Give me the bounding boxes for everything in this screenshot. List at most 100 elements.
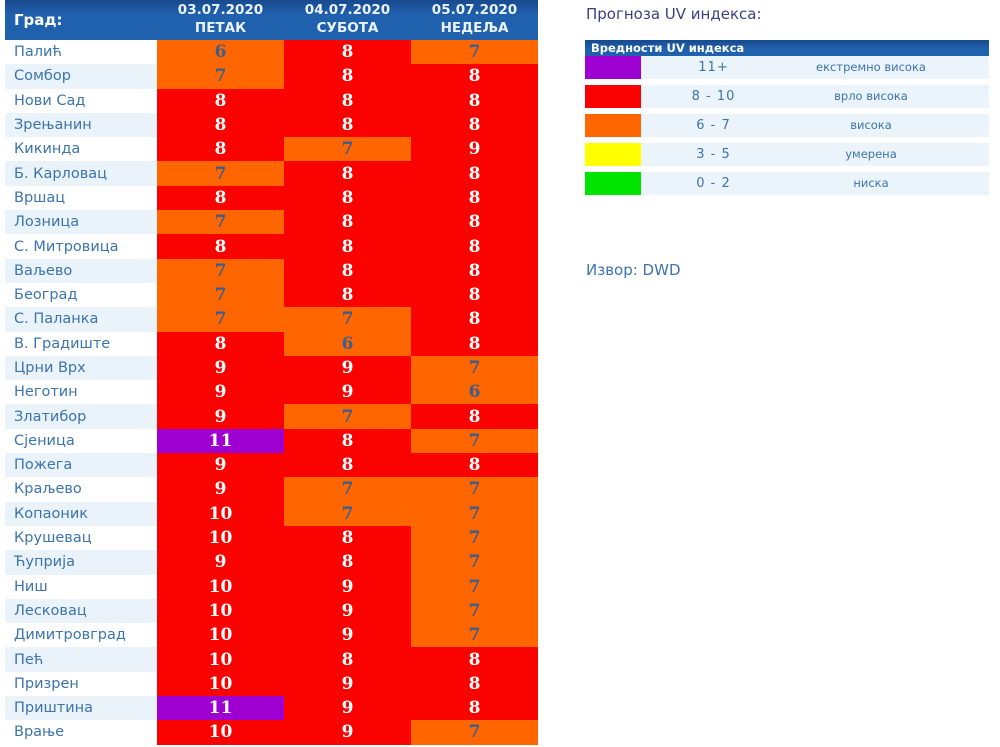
uv-value-cell: 9: [284, 696, 411, 721]
uv-value-cell: 8: [284, 282, 411, 308]
uv-value-cell: 8: [411, 671, 538, 697]
table-row: С. Митровица 8 8 8: [5, 234, 538, 259]
uv-value-cell: 8: [284, 185, 411, 211]
table-row: Ниш 10 9 7: [5, 574, 538, 599]
uv-value-cell: 7: [284, 404, 411, 429]
city-name: Ниш: [14, 578, 48, 595]
uv-value-cell: 7: [411, 501, 538, 526]
city-name: Пећ: [14, 651, 44, 668]
column-header: 03.07.2020 ПЕТАК: [177, 2, 264, 36]
page-title: Прогноза UV индекса:: [586, 5, 762, 23]
legend-color-swatch: [585, 85, 641, 108]
uv-value-cell: 6: [157, 40, 284, 65]
table-row: Лесковац 10 9 7: [5, 598, 538, 624]
city-name: Зрењанин: [14, 117, 92, 134]
uv-value-cell: 9: [157, 355, 284, 381]
city-name: Б. Карловац: [14, 165, 107, 182]
uv-value-cell: 10: [157, 671, 284, 697]
uv-value-cell: 11: [157, 428, 284, 454]
uv-value-cell: 7: [157, 307, 284, 332]
uv-value-cell: 11: [157, 696, 284, 721]
city-name: С. Паланка: [14, 311, 99, 328]
uv-value-cell: 8: [411, 258, 538, 283]
uv-value-cell: 6: [284, 331, 411, 356]
city-name: Црни Врх: [14, 360, 86, 376]
uv-value-cell: 7: [284, 307, 411, 332]
uv-value-cell: 7: [284, 477, 411, 502]
uv-value-cell: 8: [157, 185, 284, 211]
uv-value-cell: 8: [284, 161, 411, 186]
uv-value-cell: 9: [157, 453, 284, 478]
legend-color-swatch: [585, 56, 641, 79]
uv-value-cell: 8: [284, 234, 411, 259]
city-name: Златибор: [14, 408, 87, 425]
table-row: В. Градиште 8 6 8: [5, 331, 538, 356]
table-header: Град: 03.07.2020 ПЕТАК 04.07.2020 СУБОТА 05.…: [5, 0, 538, 40]
uv-value-cell: 7: [411, 355, 538, 381]
uv-value-cell: 9: [157, 404, 284, 429]
city-name: Лесковац: [14, 602, 87, 619]
uv-value-cell: 8: [284, 550, 411, 575]
table-row: Црни Врх 9 9 7: [5, 355, 538, 381]
table-row: Б. Карловац 7 8 8: [5, 161, 538, 186]
table-row: Краљево 9 7 7: [5, 477, 538, 502]
uv-value-cell: 8: [157, 112, 284, 138]
uv-value-cell: 7: [411, 598, 538, 624]
uv-value-cell: 7: [411, 428, 538, 454]
city-name: Врање: [14, 724, 64, 741]
uv-value-cell: 9: [284, 574, 411, 599]
uv-value-cell: 9: [411, 137, 538, 162]
uv-value-cell: 9: [284, 623, 411, 648]
table-row: Вршац 8 8 8: [5, 185, 538, 211]
city-name: Пожега: [14, 457, 73, 474]
table-row: Лозница 7 8 8: [5, 210, 538, 235]
table-row: Београд 7 8 8: [5, 282, 538, 308]
uv-value-cell: 9: [284, 380, 411, 405]
uv-value-cell: 8: [411, 307, 538, 332]
table-row: С. Паланка 7 7 8: [5, 307, 538, 332]
legend-label: ниска: [853, 176, 889, 190]
city-name: Ваљево: [14, 262, 73, 279]
city-name: Сомбор: [14, 68, 71, 85]
uv-value-cell: 8: [157, 137, 284, 162]
city-name: Кикинда: [14, 141, 81, 158]
uv-value-cell: 8: [411, 185, 538, 211]
uv-value-cell: 9: [284, 720, 411, 745]
uv-value-cell: 8: [411, 404, 538, 429]
legend-label: врло висока: [834, 89, 908, 103]
legend-range: 6 - 7: [696, 118, 731, 133]
legend-color-swatch: [585, 172, 641, 195]
uv-value-cell: 8: [284, 210, 411, 235]
city-name: С. Митровица: [14, 238, 119, 255]
table-row: Пећ 10 8 8: [5, 647, 538, 672]
table-row: Копаоник 10 7 7: [5, 501, 538, 526]
date-columns: 03.07.2020 ПЕТАК 04.07.2020 СУБОТА 05.07.202…: [157, 0, 538, 40]
uv-value-cell: 9: [284, 598, 411, 624]
city-name: Вршац: [14, 189, 66, 206]
table-body: Палић 6 8 7 Сомбор 7 8 8 Нови Сад 8 8 8 Зрењанин 8 8 8 К…: [5, 40, 538, 745]
uv-value-cell: 10: [157, 720, 284, 745]
table-row: Зрењанин 8 8 8: [5, 112, 538, 138]
uv-value-cell: 8: [157, 88, 284, 113]
legend-row: 3 - 5 умерена: [585, 143, 989, 166]
uv-value-cell: 9: [284, 355, 411, 381]
uv-value-cell: 7: [284, 501, 411, 526]
uv-value-cell: 7: [411, 574, 538, 599]
column-header: 04.07.2020 СУБОТА: [304, 2, 391, 36]
table-row: Димитровград 10 9 7: [5, 623, 538, 648]
legend-range: 8 - 10: [691, 89, 736, 104]
city-name: Нови Сад: [14, 92, 86, 109]
city-name: В. Градиште: [14, 335, 111, 352]
legend-row: 0 - 2 ниска: [585, 172, 989, 195]
uv-value-cell: 10: [157, 623, 284, 648]
column-header: 05.07.2020 НЕДЕЉА: [431, 2, 518, 36]
uv-value-cell: 8: [411, 647, 538, 672]
uv-value-cell: 8: [411, 112, 538, 138]
legend-header: Вредности UV индекса: [585, 40, 989, 56]
uv-value-cell: 9: [157, 380, 284, 405]
table-row: Палић 6 8 7: [5, 40, 538, 65]
legend-label: екстремно висока: [816, 60, 926, 74]
uv-value-cell: 7: [157, 282, 284, 308]
uv-value-cell: 10: [157, 598, 284, 624]
uv-value-cell: 8: [157, 331, 284, 356]
